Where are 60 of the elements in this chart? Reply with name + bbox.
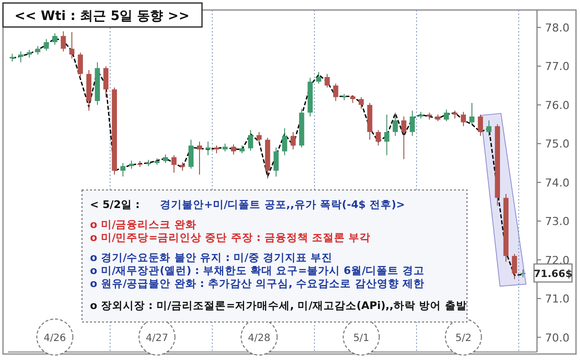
annotation: o 미/금융리스크 완화 <box>90 219 196 231</box>
candlestick <box>214 145 220 154</box>
candlestick <box>60 30 66 52</box>
x-tick-label: 5/2 <box>455 333 472 344</box>
candlestick <box>120 162 126 177</box>
candlestick <box>512 254 518 280</box>
annotation: o 미/재무장관(옐런) : 부채한도 확대 요구=불가시 6월/디폴트 경고 <box>90 265 424 277</box>
candlestick <box>256 132 262 144</box>
y-tick-label: 70.0 <box>545 331 570 344</box>
candlestick <box>44 38 49 52</box>
candlestick <box>520 269 526 278</box>
annotation: < 5/2일 : <box>90 199 140 211</box>
candlestick <box>52 32 58 46</box>
candlestick <box>180 162 186 172</box>
candlestick <box>452 110 458 119</box>
y-tick-label: 78.0 <box>545 21 570 34</box>
candlestick <box>376 130 381 146</box>
candlestick <box>392 112 398 136</box>
annotation: o 경기/수요둔화 불안 유지 : 미/중 경기지표 부진 <box>90 252 333 264</box>
candlestick <box>384 114 390 156</box>
candlestick <box>401 116 406 160</box>
annotation: o 원유/공급불안 완화 : 추가감산 의구심, 수요감소로 감산영향 제한 <box>90 278 424 290</box>
candlestick <box>316 72 322 84</box>
candlestick <box>205 141 211 156</box>
x-tick-label: 4/28 <box>248 333 270 344</box>
candlestick <box>444 109 449 122</box>
annotation: o 장외시장 : 미/금리조절론=저가매수세, 미/재고감소(APi),,하락 방어 출발 <box>90 300 467 312</box>
candlestick <box>69 32 74 59</box>
candlestick <box>410 110 415 136</box>
y-tick-label: 77.0 <box>545 60 570 74</box>
y-tick-label: 71.0 <box>545 292 570 306</box>
candlestick <box>469 102 474 125</box>
candlestick <box>358 96 364 110</box>
y-tick-label: 75.0 <box>545 138 570 151</box>
y-tick-label: 73.0 <box>545 215 570 228</box>
candlestick <box>137 160 142 168</box>
y-tick-label: 74.0 <box>545 176 570 190</box>
y-tick-label: 76.0 <box>545 98 570 112</box>
chart-title: << Wti : 최근 5일 동향 >> <box>14 9 190 24</box>
annotation: 경기불안+미/디폴트 공포,,유가 폭락(-4$ 전후)> <box>160 199 405 211</box>
candlestick <box>103 66 108 98</box>
candlestick <box>333 83 338 102</box>
annotation: o 미/민주당=금리인상 중단 주장 : 금융정책 조절론 부각 <box>90 232 371 244</box>
candlestick <box>324 74 330 88</box>
candlestick <box>171 154 177 174</box>
x-tick-label: 5/1 <box>353 333 370 344</box>
candlestick <box>274 147 279 177</box>
candlestick <box>188 139 194 170</box>
candlestick <box>18 51 24 63</box>
candlestick <box>460 111 466 127</box>
candlestick <box>290 132 296 150</box>
candlestick <box>282 128 288 156</box>
candlestick <box>196 141 202 176</box>
x-tick-label: 4/27 <box>146 333 168 344</box>
candlestick <box>78 52 83 78</box>
candlestick <box>231 144 236 155</box>
x-tick-label: 4/26 <box>44 333 66 344</box>
candlestick <box>248 130 254 151</box>
candlestick <box>486 120 492 136</box>
candlestick <box>478 114 483 136</box>
